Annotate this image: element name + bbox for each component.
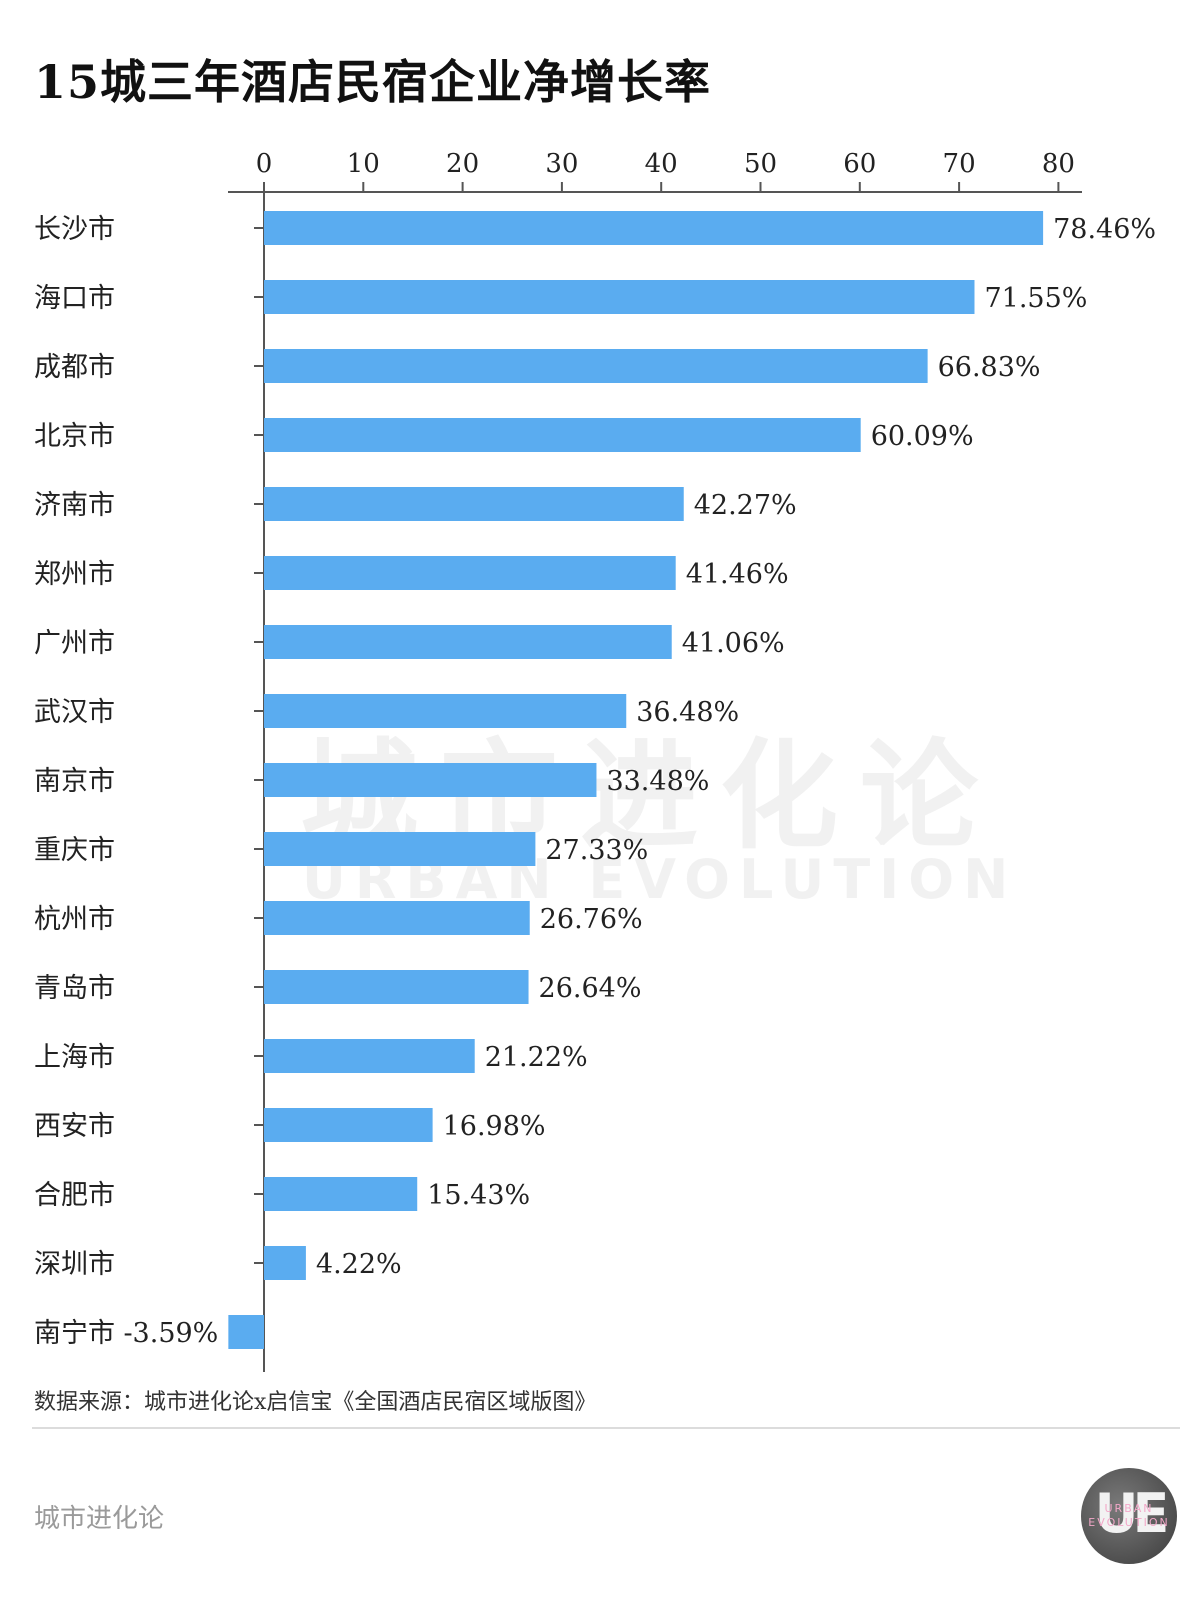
bar — [264, 1177, 418, 1211]
category-label: 长沙市 — [34, 214, 115, 245]
value-label: 41.46% — [686, 559, 789, 590]
category-label: 深圳市 — [34, 1249, 115, 1280]
category-label: 武汉市 — [34, 697, 115, 728]
bar — [264, 1108, 433, 1142]
value-label: 36.48% — [636, 697, 739, 728]
bar — [264, 418, 861, 452]
bar — [264, 625, 672, 659]
category-label: 杭州市 — [34, 904, 115, 935]
bar — [228, 1315, 264, 1349]
divider — [32, 1427, 1180, 1429]
bar — [264, 487, 684, 521]
value-label: 16.98% — [443, 1111, 546, 1142]
value-label: 42.27% — [694, 490, 797, 521]
bar-chart: 0 10 20 30 40 50 60 70 80 长沙市 78.46% 海口市 71.55% 成都市 66… — [34, 149, 1156, 1372]
x-tick-label: 50 — [744, 149, 777, 179]
bar — [264, 1039, 475, 1073]
value-label: 78.46% — [1053, 214, 1156, 245]
category-label: 成都市 — [34, 352, 115, 383]
category-label: 合肥市 — [34, 1180, 115, 1211]
category-label: 郑州市 — [34, 559, 115, 590]
x-tick-label: 30 — [545, 149, 578, 179]
category-label: 青岛市 — [34, 973, 115, 1004]
category-label: 重庆市 — [34, 835, 115, 866]
bar — [264, 763, 597, 797]
category-label: 南京市 — [34, 766, 115, 797]
category-label: 海口市 — [34, 283, 115, 314]
x-tick-label: 40 — [645, 149, 678, 179]
bar — [264, 1246, 306, 1280]
category-label: 北京市 — [34, 421, 115, 452]
chart-title: 15城三年酒店民宿企业净增长率 — [34, 55, 712, 109]
value-label: 15.43% — [427, 1180, 530, 1211]
value-label: 71.55% — [984, 283, 1087, 314]
category-label: 济南市 — [34, 490, 115, 521]
x-tick-label: 60 — [843, 149, 876, 179]
bar — [264, 349, 928, 383]
value-label: 26.76% — [540, 904, 643, 935]
category-label: 广州市 — [34, 628, 115, 659]
bar — [264, 970, 529, 1004]
value-label: 27.33% — [545, 835, 648, 866]
value-label: 21.22% — [485, 1042, 588, 1073]
logo-mark: UE — [1094, 1482, 1170, 1545]
source-note: 数据来源：城市进化论x启信宝《全国酒店民宿区域版图》 — [34, 1390, 597, 1415]
value-label: 33.48% — [606, 766, 709, 797]
value-label: 41.06% — [682, 628, 785, 659]
logo-text: URBAN — [1104, 1502, 1154, 1515]
x-tick-label: 0 — [256, 149, 273, 179]
value-label: 60.09% — [871, 421, 974, 452]
x-tick-label: 80 — [1042, 149, 1075, 179]
footer-brand: 城市进化论 — [34, 1504, 165, 1534]
bar — [264, 211, 1044, 245]
category-label: 南宁市 — [34, 1318, 115, 1349]
bar — [264, 694, 627, 728]
value-label: -3.59% — [123, 1318, 218, 1349]
bar — [264, 556, 676, 590]
x-tick-label: 20 — [446, 149, 479, 179]
value-label: 66.83% — [938, 352, 1041, 383]
brand-logo: UE URBAN EVOLUTION — [1081, 1468, 1177, 1564]
bar — [264, 832, 536, 866]
bar — [264, 901, 530, 935]
value-label: 4.22% — [316, 1249, 402, 1280]
value-label: 26.64% — [539, 973, 642, 1004]
category-label: 西安市 — [34, 1111, 115, 1142]
category-label: 上海市 — [34, 1042, 115, 1073]
x-tick-label: 10 — [347, 149, 380, 179]
logo-text: EVOLUTION — [1088, 1516, 1170, 1529]
bar — [264, 280, 975, 314]
x-tick-label: 70 — [943, 149, 976, 179]
